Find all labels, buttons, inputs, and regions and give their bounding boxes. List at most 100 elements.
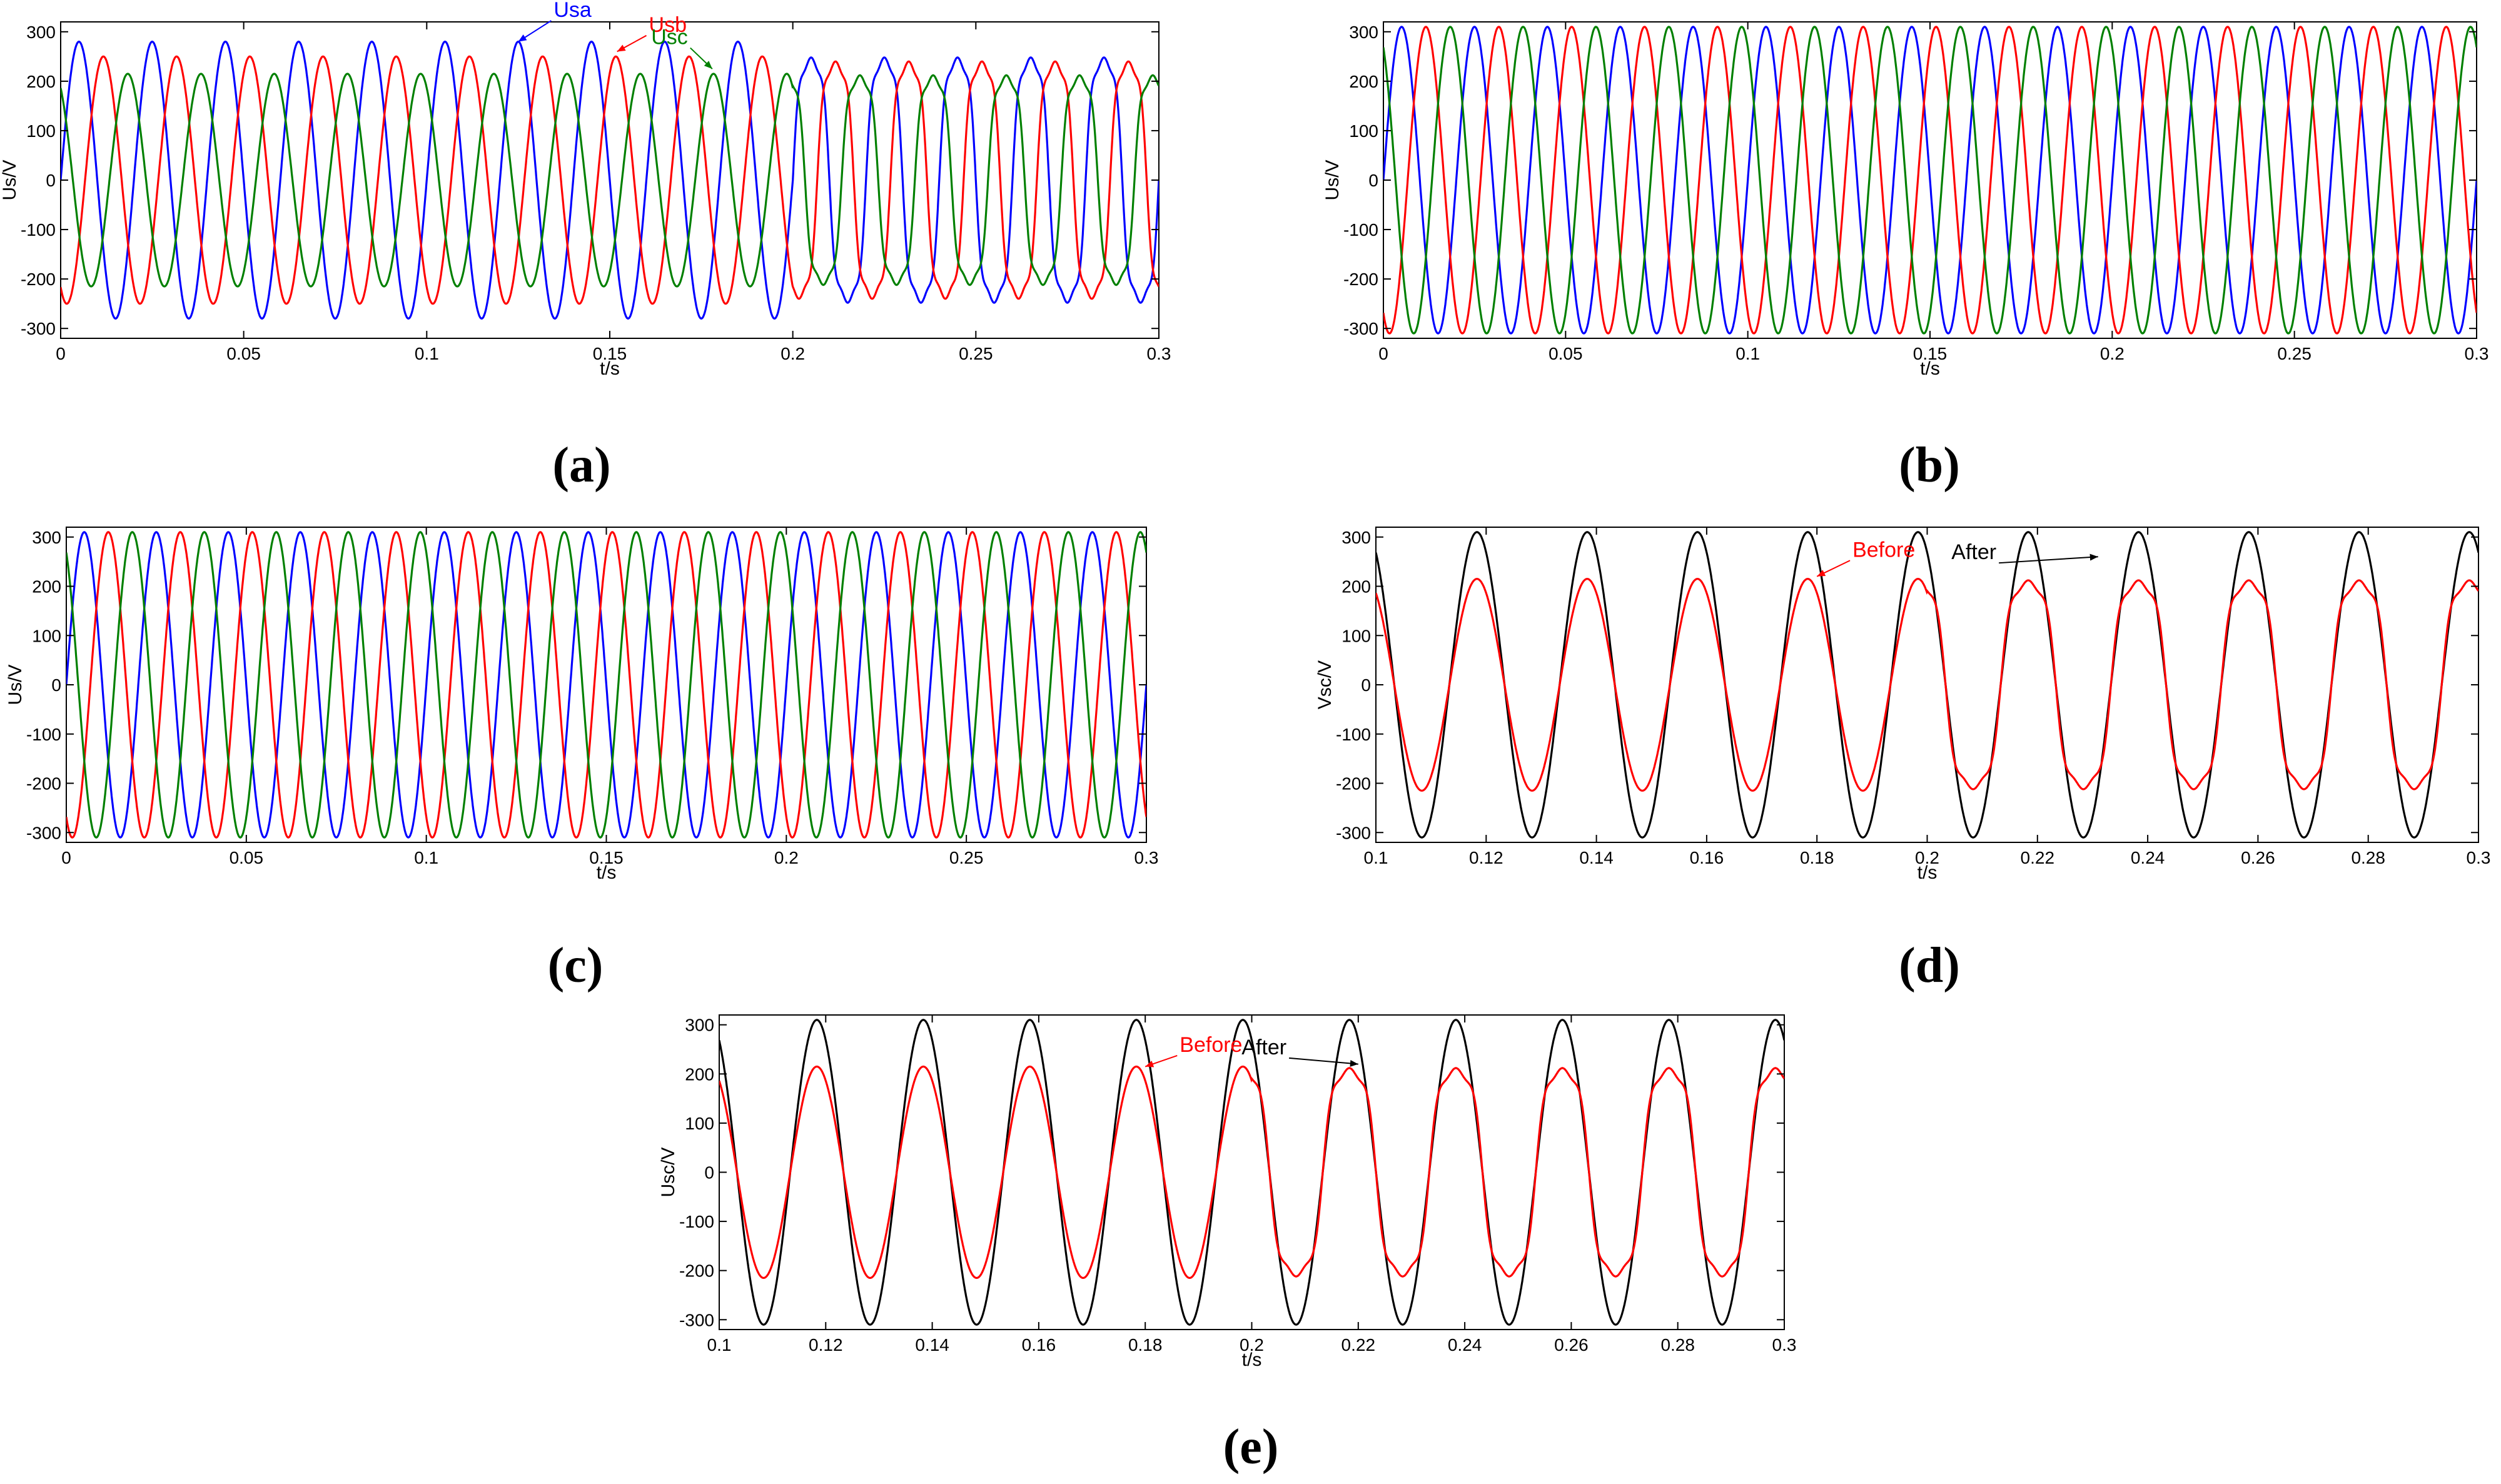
x-tick-label: 0.28	[2351, 848, 2385, 867]
y-tick-label: -200	[21, 270, 56, 289]
x-tick-label: 0.3	[1147, 344, 1171, 363]
y-tick-label: -300	[679, 1310, 714, 1330]
x-tick-label: 0.1	[415, 344, 439, 363]
y-tick-label: -100	[21, 220, 56, 240]
x-tick-label: 0.3	[2467, 848, 2491, 867]
x-tick-label: 0.2	[774, 848, 799, 867]
y-axis-label: Us/V	[5, 664, 26, 705]
series-annotation: After	[1951, 540, 1996, 564]
panel-label: (a)	[552, 438, 610, 493]
x-tick-label: 0.25	[949, 848, 984, 867]
y-tick-label: -300	[1343, 319, 1378, 338]
y-tick-label: -100	[1343, 220, 1378, 240]
x-tick-label: 0.2	[1915, 848, 1939, 867]
annotation-arrow	[1289, 1057, 1358, 1065]
x-tick-label: 0.26	[2241, 848, 2275, 867]
x-tick-label: 0.22	[2021, 848, 2055, 867]
y-tick-label: 200	[685, 1064, 714, 1084]
x-tick-label: 0.1	[707, 1335, 732, 1355]
y-tick-label: 0	[46, 171, 56, 190]
x-tick-label: 0.05	[230, 848, 264, 867]
chart-panel: 0.1 0.12 0.14 0.16 0.18 0.2 0.22 0.24 0.26 0.28 0.…	[658, 1014, 1797, 1475]
y-tick-label: 100	[26, 121, 56, 141]
y-tick-label: 0	[1368, 171, 1378, 190]
series-annotation: Usc	[651, 26, 688, 49]
y-tick-label: 0	[704, 1163, 714, 1183]
y-tick-label: 200	[26, 72, 56, 91]
y-tick-label: -100	[679, 1212, 714, 1231]
y-tick-label: -300	[1336, 823, 1371, 842]
y-tick-label: 200	[1349, 72, 1378, 91]
x-tick-label: 0.14	[915, 1335, 949, 1355]
x-tick-label: 0.28	[1660, 1335, 1695, 1355]
y-tick-label: 200	[32, 577, 61, 597]
y-tick-label: 0	[1361, 675, 1371, 695]
x-axis-label: t/s	[597, 862, 617, 883]
panel-label: (c)	[548, 938, 604, 993]
y-tick-label: 300	[1349, 23, 1378, 42]
annotation-arrowhead	[704, 61, 712, 69]
annotation-arrowhead	[1817, 570, 1826, 577]
y-tick-label: 300	[32, 528, 61, 547]
chart-panel: 0.1 0.12 0.14 0.16 0.18 0.2 0.22 0.24 0.26 0.28 0.…	[1315, 527, 2490, 993]
x-tick-label: 0.18	[1128, 1335, 1163, 1355]
y-tick-label: 100	[32, 626, 61, 645]
y-tick-label: 300	[685, 1016, 714, 1035]
x-tick-label: 0.3	[1772, 1335, 1797, 1355]
x-tick-label: 0.16	[1022, 1335, 1056, 1355]
x-tick-label: 0.12	[1469, 848, 1503, 867]
x-tick-label: 0.05	[1549, 344, 1583, 363]
x-tick-label: 0.12	[809, 1335, 843, 1355]
y-tick-label: 300	[26, 23, 56, 42]
x-tick-label: 0.15	[589, 848, 624, 867]
x-tick-label: 0.2	[781, 344, 805, 363]
x-tick-label: 0.25	[2277, 344, 2312, 363]
x-tick-label: 0.14	[1579, 848, 1614, 867]
x-tick-label: 0.3	[2465, 344, 2489, 363]
chart-panel: 0 0.05 0.1 0.15 0.2 0.25 0.3 -300 -200 -100 0 100 20…	[5, 527, 1158, 993]
y-tick-label: 200	[1341, 577, 1371, 597]
annotation-arrow	[1999, 556, 2098, 564]
annotation-arrowhead	[617, 44, 626, 52]
x-tick-label: 0.16	[1690, 848, 1724, 867]
series-annotation: Before	[1180, 1033, 1242, 1057]
series-line	[61, 55, 1159, 305]
x-tick-label: 0.24	[1448, 1335, 1482, 1355]
x-axis-label: t/s	[600, 358, 620, 379]
series-annotation: After	[1241, 1036, 1286, 1059]
series-line	[61, 73, 1159, 288]
series-annotation: Usb	[649, 13, 687, 37]
y-tick-label: -200	[1336, 774, 1371, 794]
y-tick-label: 100	[1349, 121, 1378, 141]
x-tick-label: 0.22	[1341, 1335, 1376, 1355]
x-axis-label: t/s	[1242, 1350, 1262, 1370]
y-axis-label: Us/V	[1322, 159, 1343, 200]
plot-frame	[719, 1014, 1785, 1330]
y-tick-label: -200	[679, 1261, 714, 1281]
x-tick-label: 0.18	[1800, 848, 1834, 867]
x-tick-label: 0	[56, 344, 66, 363]
x-axis-label: t/s	[1917, 862, 1938, 883]
series-annotation: Before	[1852, 538, 1915, 562]
x-tick-label: 0.2	[2100, 344, 2125, 363]
x-axis-label: t/s	[1920, 358, 1940, 379]
y-tick-label: 0	[51, 675, 61, 695]
x-tick-label: 0.1	[1736, 344, 1760, 363]
series-annotation: Usa	[553, 0, 592, 22]
annotation-arrowhead	[1350, 1060, 1358, 1067]
x-tick-label: 0	[1378, 344, 1388, 363]
y-tick-label: 100	[1341, 626, 1371, 645]
chart-panel: 0 0.05 0.1 0.15 0.2 0.25 0.3 -300 -200 -100 0 100 20…	[0, 0, 1171, 493]
x-tick-label: 0.1	[414, 848, 438, 867]
x-tick-label: 0.1	[1364, 848, 1388, 867]
x-tick-label: 0	[61, 848, 71, 867]
panel-label: (b)	[1899, 438, 1960, 493]
series-line	[1383, 26, 2477, 335]
x-tick-label: 0.3	[1134, 848, 1159, 867]
y-tick-label: 100	[685, 1114, 714, 1133]
y-tick-label: -300	[21, 319, 56, 338]
y-tick-label: -100	[26, 725, 61, 744]
y-axis-label: Us/V	[0, 159, 20, 200]
series-line	[1383, 26, 2477, 335]
